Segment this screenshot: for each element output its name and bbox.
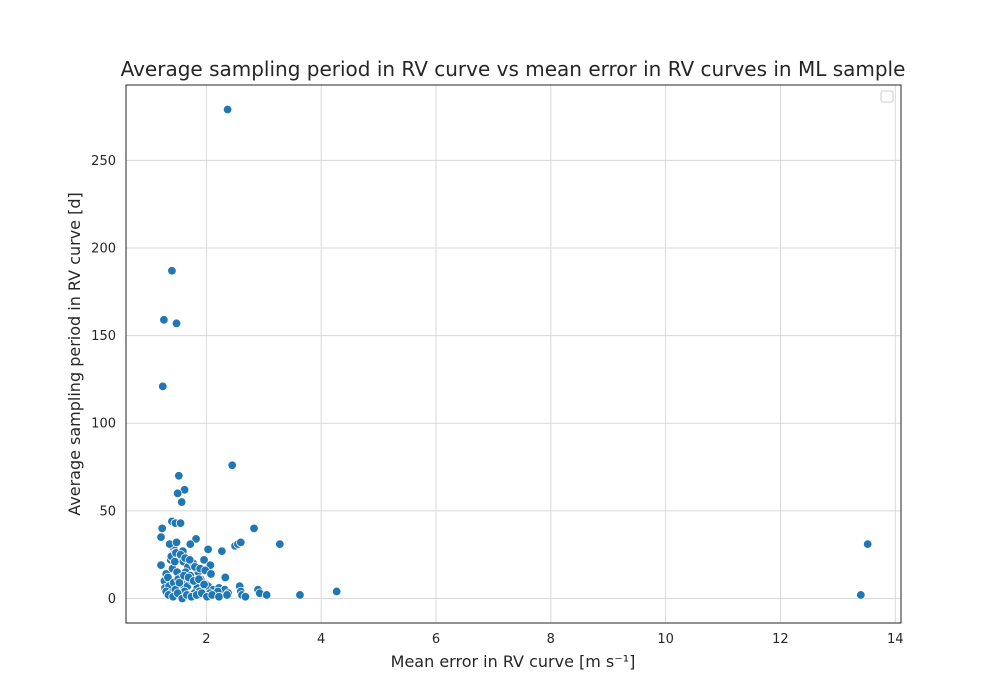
grid-layer [126, 85, 901, 623]
data-point [171, 537, 182, 548]
data-point [203, 544, 213, 555]
y-tick-label: 100 [91, 417, 116, 432]
data-point [174, 471, 184, 481]
data-point [171, 318, 182, 329]
y-axis-label: Average sampling period in RV curve [d] [65, 192, 84, 516]
y-tick-label: 250 [91, 154, 116, 169]
y-tick-label: 200 [91, 241, 116, 256]
data-point [199, 579, 209, 590]
plot-frame [125, 84, 902, 624]
y-tick-label: 0 [108, 592, 116, 607]
x-tick-label: 4 [317, 632, 325, 647]
data-point [331, 586, 342, 597]
points-layer [156, 104, 873, 604]
data-point [157, 523, 167, 534]
data-point [222, 590, 232, 600]
x-tick-labels: 2 4 6 8 10 12 14 [202, 632, 903, 647]
data-point [159, 315, 169, 325]
x-tick-label: 2 [202, 632, 210, 647]
chart-title: Average sampling period in RV curve vs m… [121, 57, 906, 81]
data-point [185, 555, 195, 565]
data-point [220, 572, 231, 583]
x-tick-label: 10 [657, 632, 674, 647]
data-point [172, 488, 183, 499]
data-point [175, 518, 186, 528]
x-tick-label: 14 [887, 632, 904, 647]
data-point [217, 546, 227, 556]
data-point [206, 569, 216, 579]
x-tick-label: 6 [432, 632, 440, 647]
data-point [174, 577, 185, 588]
x-axis-label: Mean error in RV curve [m s⁻¹] [391, 652, 636, 671]
data-point [275, 539, 285, 549]
data-point [167, 266, 177, 276]
data-point [176, 497, 187, 507]
data-point [191, 534, 201, 544]
data-point [236, 537, 246, 548]
data-point [863, 539, 873, 549]
data-point [249, 523, 259, 534]
y-tick-label: 50 [99, 504, 116, 519]
data-point [156, 532, 166, 542]
data-point [199, 555, 209, 565]
data-point [227, 460, 237, 470]
x-tick-label: 12 [772, 632, 789, 647]
x-tick-label: 8 [547, 632, 555, 647]
data-point [170, 556, 180, 567]
data-point [261, 590, 272, 600]
data-point [222, 104, 233, 115]
y-tick-labels: 0 50 100 150 200 250 [91, 154, 116, 607]
legend-box [880, 90, 894, 103]
data-point [856, 590, 866, 600]
data-point [295, 590, 305, 600]
data-point [158, 381, 168, 392]
data-point [240, 592, 251, 602]
data-point [185, 539, 195, 549]
y-tick-label: 150 [91, 329, 116, 344]
data-point [156, 560, 166, 570]
data-point [214, 592, 224, 602]
